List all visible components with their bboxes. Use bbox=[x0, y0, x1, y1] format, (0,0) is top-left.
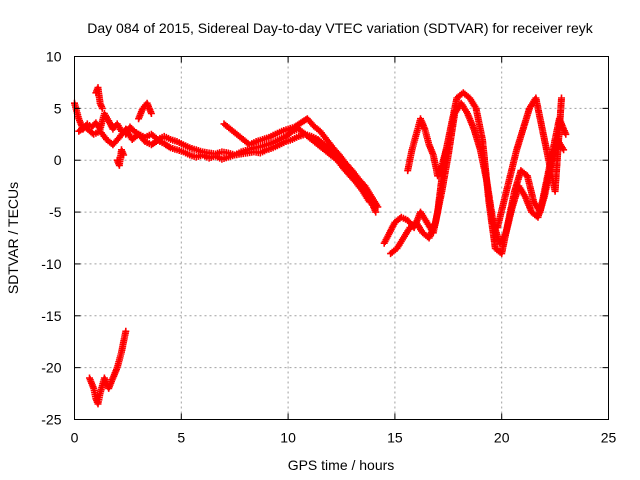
chart-title: Day 084 of 2015, Sidereal Day-to-day VTE… bbox=[87, 20, 593, 36]
y-tick-label: -5 bbox=[49, 204, 62, 220]
y-tick-label: -25 bbox=[41, 412, 61, 428]
y-tick-label: 5 bbox=[54, 100, 62, 116]
x-tick-label: 10 bbox=[280, 430, 296, 446]
axis-ticks: 0 5 10 15 20 25 -25 -20 -15 -10 -5 0 5 10 bbox=[41, 49, 616, 446]
series-markers bbox=[493, 94, 565, 232]
series-markers bbox=[404, 115, 450, 180]
series-markers bbox=[387, 99, 568, 258]
x-tick-label: 20 bbox=[494, 430, 510, 446]
data-series bbox=[71, 84, 570, 408]
series-markers bbox=[75, 123, 373, 206]
x-axis-label: GPS time / hours bbox=[288, 457, 395, 473]
series-markers bbox=[113, 146, 128, 169]
series-reyk-track-9 bbox=[387, 99, 568, 258]
series-markers bbox=[220, 115, 382, 211]
x-tick-label: 5 bbox=[177, 430, 185, 446]
series-reyk-track-5 bbox=[92, 84, 106, 112]
x-tick-label: 25 bbox=[601, 430, 617, 446]
series-markers bbox=[86, 327, 130, 408]
series-reyk-track-3 bbox=[220, 115, 382, 211]
y-tick-label: -15 bbox=[41, 308, 61, 324]
series-reyk-track-2 bbox=[75, 123, 373, 206]
series-reyk-track-6 bbox=[113, 146, 128, 169]
series-reyk-track-11 bbox=[493, 94, 565, 232]
y-tick-label: -20 bbox=[41, 360, 61, 376]
series-reyk-track-10 bbox=[404, 115, 450, 180]
plot-frame bbox=[74, 56, 609, 420]
x-tick-label: 0 bbox=[71, 430, 79, 446]
series-markers bbox=[92, 84, 106, 112]
series-reyk-track-7 bbox=[86, 327, 130, 408]
y-tick-label: 10 bbox=[46, 49, 62, 65]
series-markers bbox=[135, 99, 155, 123]
y-tick-label: 0 bbox=[54, 152, 62, 168]
x-tick-label: 15 bbox=[387, 430, 403, 446]
y-tick-label: -10 bbox=[41, 256, 61, 272]
series-reyk-track-4 bbox=[135, 99, 155, 123]
y-axis-label: SDTVAR / TECUs bbox=[5, 182, 21, 294]
